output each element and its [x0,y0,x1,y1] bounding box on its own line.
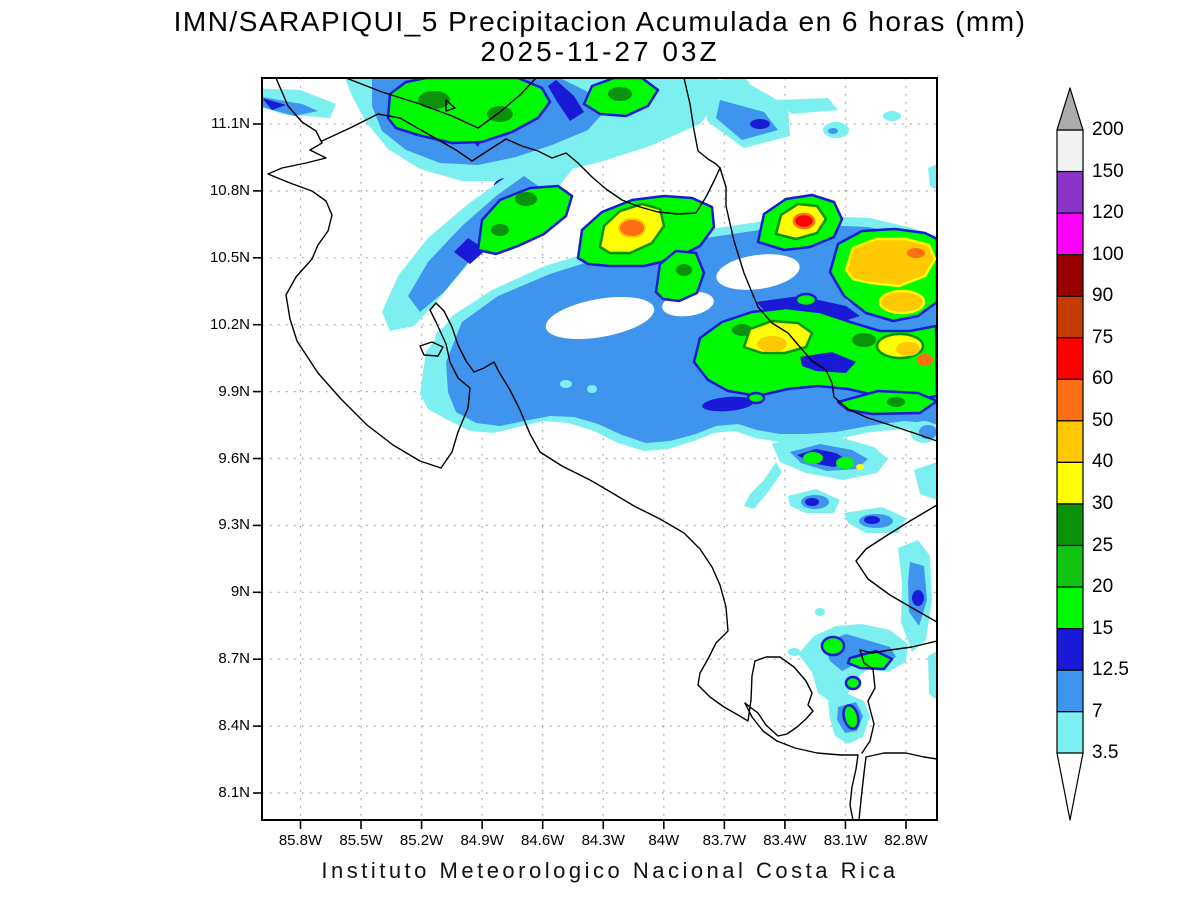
colorbar-lower-arrow [1056,752,1084,821]
x-tick-label: 84.9W [460,832,504,849]
x-tick-label: 84.6W [521,832,565,849]
x-tick-label: 85.5W [339,832,383,849]
colorbar-segment [1056,669,1084,713]
colorbar-segment [1056,503,1084,547]
colorbar-segment [1056,544,1084,588]
x-tick-label: 85.8W [278,832,323,849]
colorbar-value-label: 30 [1092,492,1114,514]
colorbar-value-label: 20 [1092,576,1114,598]
colorbar-segment [1056,627,1084,671]
precipitation-field [262,78,937,744]
x-tick-label: 85.2W [399,832,444,849]
colorbar-value-label: 40 [1092,451,1114,473]
caribbean-coastline [719,167,937,442]
y-tick-label: 9.6N [218,449,250,467]
chira-island [419,341,444,357]
colorbar-segment [1056,170,1084,214]
colorbar-value-label: 75 [1092,326,1114,348]
colorbar-value-label: 60 [1092,368,1114,390]
y-tick-label: 10.8N [209,181,250,199]
colorbar-value-label: 15 [1092,617,1114,639]
colorbar-value-label: 12.5 [1092,659,1129,681]
colorbar-upper-arrow [1056,87,1084,131]
lake-nicaragua-shore [345,78,537,129]
x-tick-label: 83.7W [702,832,747,849]
colorbar-value-label: 50 [1092,409,1114,431]
map-subtitle: 2025-11-27 03Z [480,36,720,67]
colorbar-segment [1056,378,1084,422]
x-tick-label: 84.3W [581,832,625,849]
colorbar-segment [1056,337,1084,380]
x-tick-label: 84W [648,832,680,849]
y-tick-label: 9N [230,583,250,601]
colorbar-swatches [1056,129,1084,754]
colorbar-value-label: 3.5 [1092,742,1119,764]
burica-east-coastline [858,752,937,820]
map-title: IMN/SARAPIQUI_5 Precipitacion Acumulada … [173,6,1027,37]
colorbar-segment [1056,711,1084,754]
axis-tick-marks [253,123,907,829]
x-tick-label: 83.4W [763,832,807,849]
colorbar-segment [1056,212,1084,256]
colorbar-segment [1056,129,1084,173]
colorbar-value-label: 150 [1092,160,1124,182]
panama-border [855,504,937,754]
y-tick-label: 9.3N [218,516,250,534]
x-tick-label: 83.1W [823,832,868,849]
colorbar-segment [1056,420,1084,464]
colorbar-segment [1056,461,1084,505]
y-tick-label: 11.1N [211,115,250,132]
colorbar-segment [1056,254,1084,297]
x-tick-label: 82.8W [884,832,928,849]
colorbar-value-label: 25 [1092,534,1114,556]
colorbar-value-label: 90 [1092,285,1114,307]
y-tick-label: 10.5N [209,248,250,266]
y-tick-label: 9.9N [218,382,250,400]
y-tick-label: 8.4N [218,717,250,735]
colorbar-value-label: 200 [1092,119,1124,140]
nicaragua-border [321,113,721,215]
nicaragua-caribbean-coast [683,78,721,169]
map-frame [261,77,938,821]
colorbar-value-label: 7 [1092,700,1103,722]
colorbar-value-label: 120 [1092,202,1124,224]
y-tick-label: 10.2N [209,315,250,333]
colorbar-value-label: 100 [1092,243,1124,265]
y-tick-label: 8.1N [218,784,250,801]
colorbar-segment [1056,295,1084,339]
footer-text: Instituto Meteorologico Nacional Costa R… [321,858,899,883]
coastline-borders [267,78,937,820]
pacific-coastline [267,78,859,820]
y-tick-label: 8.7N [218,650,250,668]
colorbar-segment [1056,586,1084,630]
